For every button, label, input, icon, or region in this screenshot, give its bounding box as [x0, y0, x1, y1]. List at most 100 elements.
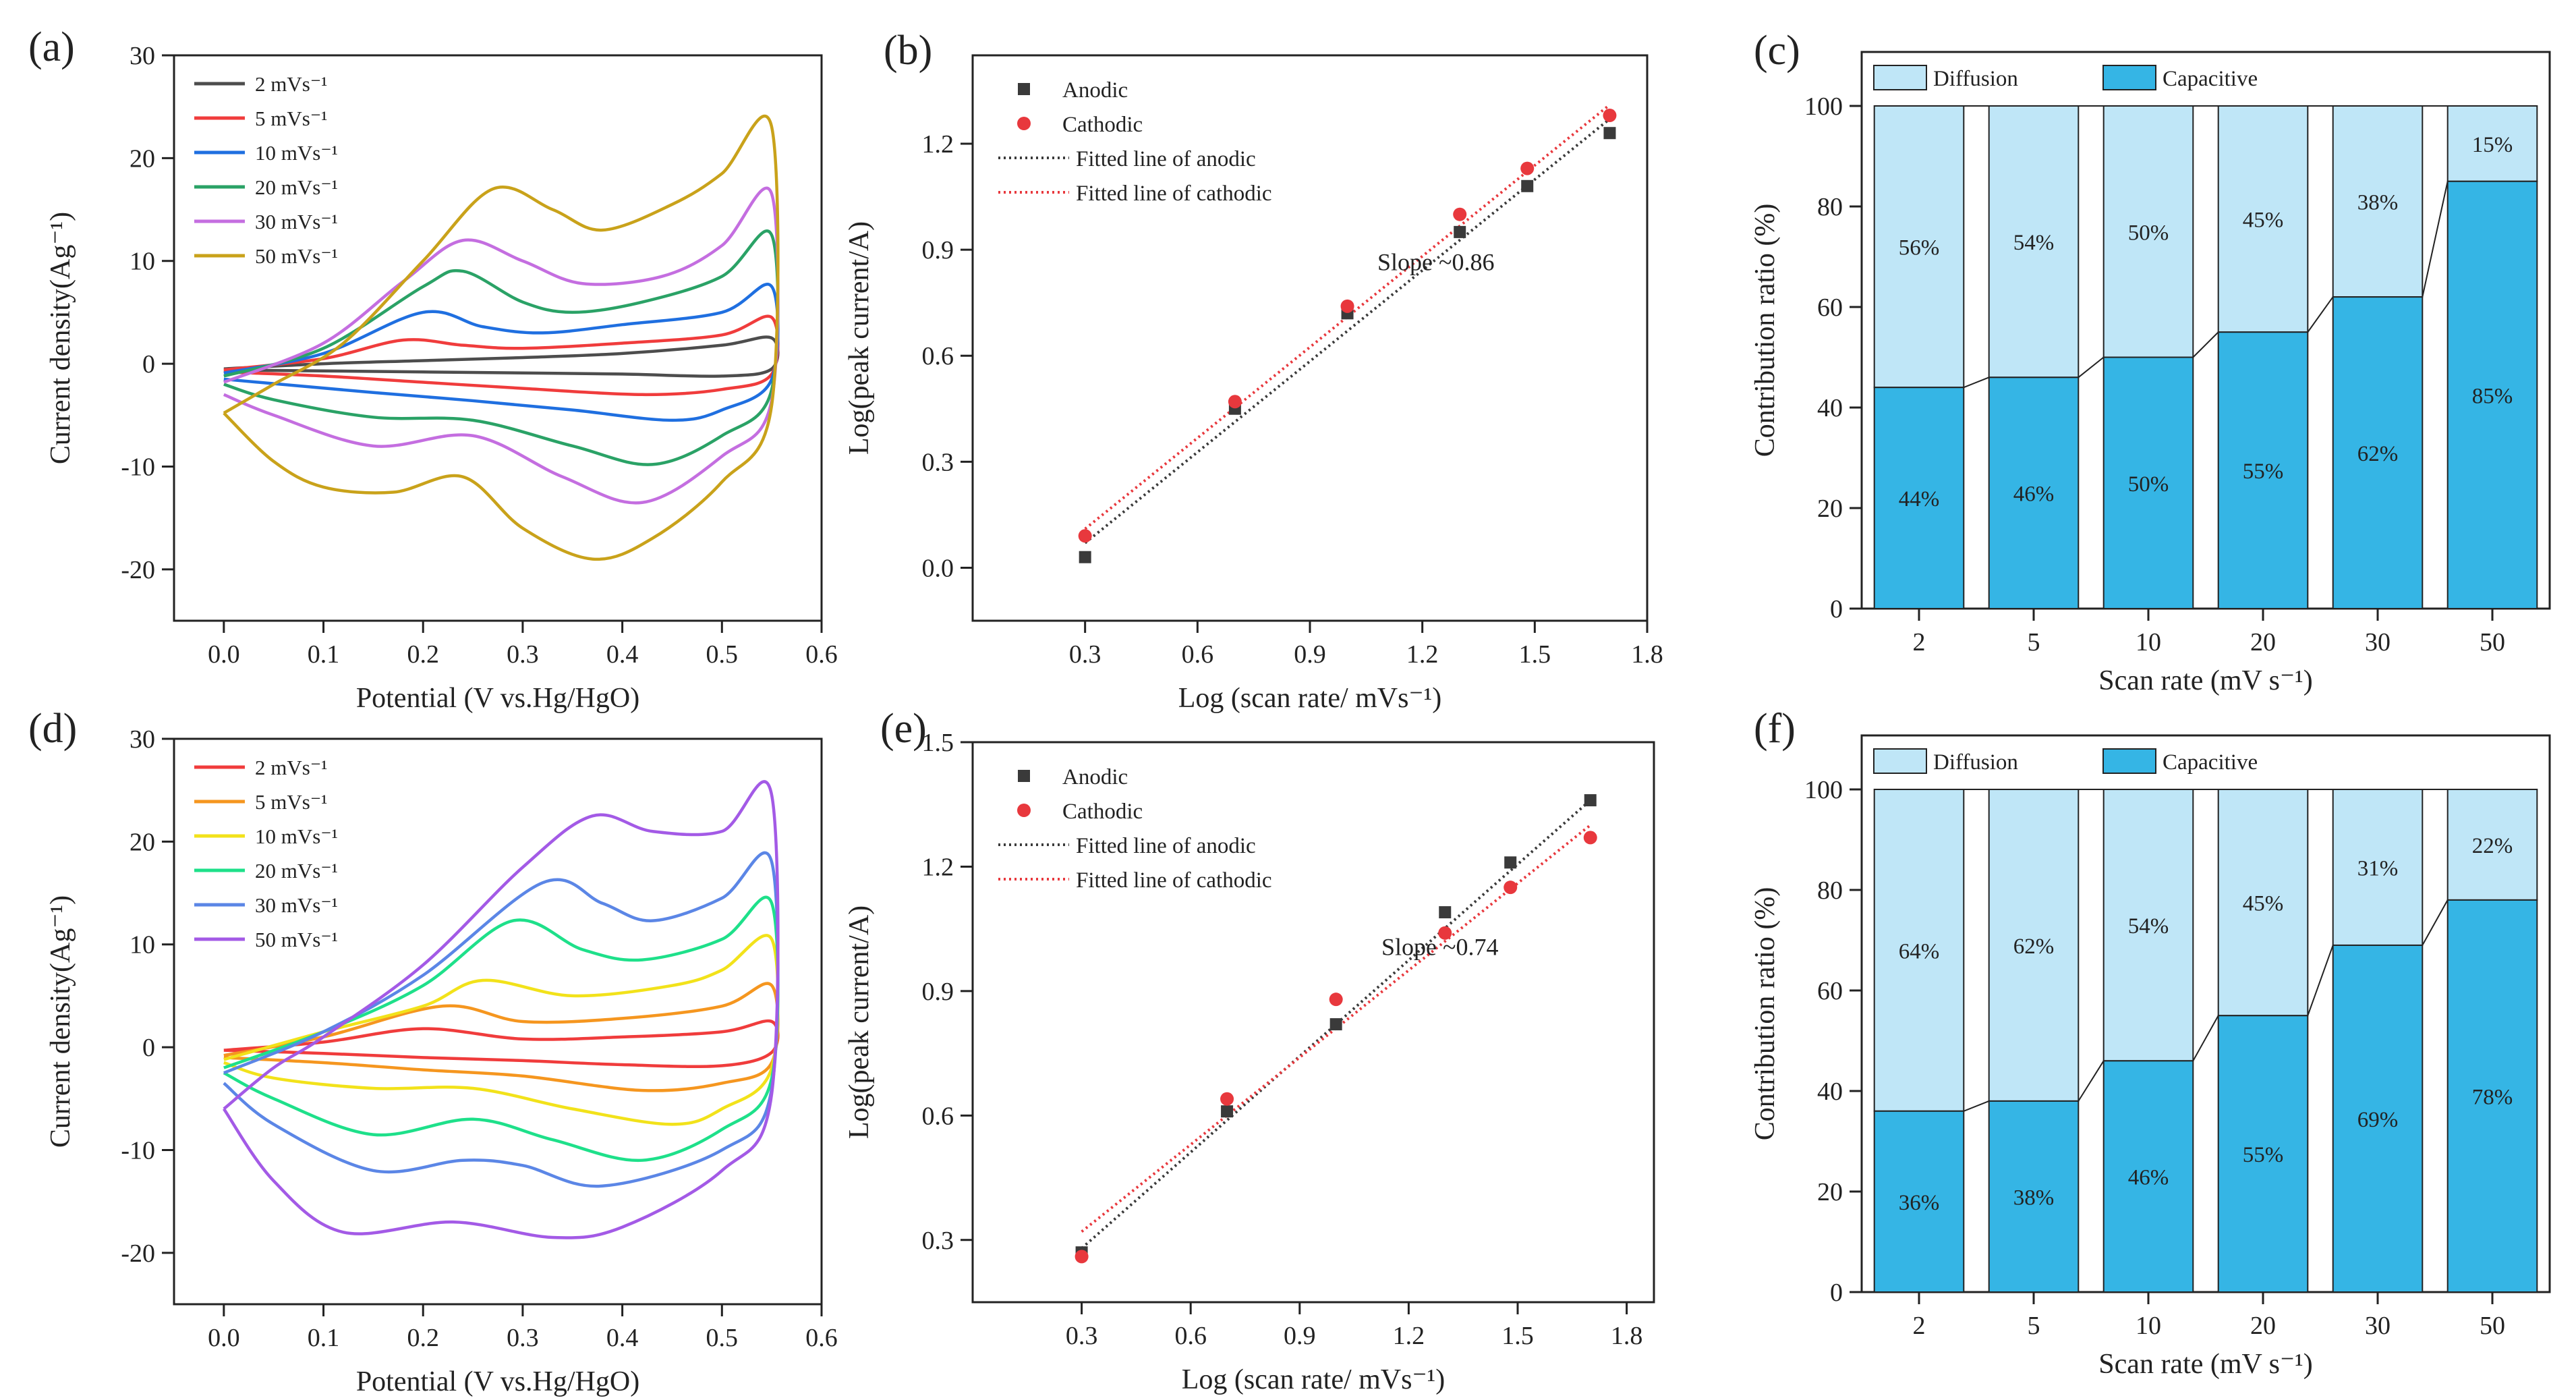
legend-swatch: [1017, 117, 1031, 130]
legend-swatch: [1873, 748, 1927, 774]
y-tick-label: 10: [130, 248, 155, 276]
legend-label: 20 mVs⁻¹: [255, 175, 338, 199]
diffusion-label: 54%: [2013, 231, 2055, 255]
x-tick-label: 10: [2136, 628, 2161, 656]
bar-connector: [1963, 376, 1990, 389]
legend-label: 10 mVs⁻¹: [255, 141, 338, 165]
legend-label: Capacitive: [2163, 750, 2258, 775]
legend-label: 5 mVs⁻¹: [255, 790, 327, 814]
panel-b: (b) 0.3 0.6 0.9 1.2 1.5 1.8 0.0 0.3 0.6 0.9 1.2 Log …: [844, 28, 1663, 714]
y-tick-label: 0.6: [922, 342, 954, 370]
y-axis-label: Current density(Ag⁻¹): [45, 212, 76, 464]
y-tick-label: 0: [142, 1034, 155, 1062]
legend-swatch: [1018, 770, 1030, 782]
capacitive-label: 44%: [1899, 487, 1940, 511]
legend-swatch: [2102, 748, 2156, 774]
panel-label: (a): [28, 24, 75, 70]
x-tick-label: 0.9: [1294, 640, 1326, 669]
bar-diffusion: [2102, 105, 2194, 358]
legend-label: Cathodic: [1062, 113, 1143, 137]
y-tick-label: 0.3: [922, 448, 954, 476]
legend-swatch: [1018, 83, 1030, 95]
x-tick-label: 20: [2250, 628, 2276, 656]
x-tick-label: 0.6: [805, 1324, 838, 1352]
x-tick-label: 2: [1913, 628, 1926, 656]
legend-label: Cathodic: [1062, 800, 1143, 824]
y-axis-label: Contribution ratio (%): [1750, 204, 1781, 457]
legend-label: Anodic: [1062, 78, 1128, 103]
y-tick-label: 10: [130, 931, 155, 959]
bar-connector: [2422, 181, 2449, 298]
legend-label: Fitted line of cathodic: [1076, 868, 1272, 893]
bar-capacitive: [1988, 376, 2080, 609]
legend-label: Fitted line of cathodic: [1076, 181, 1272, 206]
x-tick-label: 0.5: [706, 1324, 739, 1352]
y-tick-label: -20: [121, 1239, 155, 1268]
y-tick-label: 100: [1804, 776, 1843, 804]
cathodic-point: [1603, 109, 1617, 123]
diffusion-label: 45%: [2243, 892, 2284, 916]
y-tick-label: 1.5: [922, 729, 954, 757]
cathodic-point: [1228, 395, 1242, 409]
x-tick-label: 1.8: [1631, 640, 1663, 669]
y-tick-label: 0: [1830, 1279, 1843, 1307]
diffusion-label: 64%: [1899, 939, 1940, 963]
bar-capacitive: [1873, 1110, 1965, 1293]
y-tick-label: 40: [1817, 394, 1843, 422]
bar-capacitive: [1988, 1100, 2080, 1293]
x-tick-label: 5: [2028, 1312, 2040, 1340]
cathodic-point: [1329, 992, 1343, 1007]
x-tick-label: 0.4: [606, 640, 639, 669]
cathodic-point: [1340, 299, 1354, 313]
legend-swatch: [1017, 804, 1031, 817]
slope-annotation: Slope ~0.74: [1381, 933, 1498, 960]
legend-label: Fitted line of anodic: [1076, 834, 1256, 858]
x-tick-label: 2: [1913, 1312, 1926, 1340]
y-tick-label: 20: [1817, 495, 1843, 523]
panel-label: (d): [28, 706, 77, 752]
x-tick-label: 0.3: [507, 640, 539, 669]
y-tick-label: 60: [1817, 977, 1843, 1005]
panel-label: (f): [1754, 706, 1796, 752]
legend-label: Fitted line of anodic: [1076, 147, 1256, 171]
legend-label: 20 mVs⁻¹: [255, 859, 338, 883]
capacitive-label: 69%: [2357, 1108, 2399, 1132]
anodic-point: [1521, 179, 1534, 192]
anodic-point: [1079, 551, 1091, 563]
y-tick-label: 0.9: [922, 236, 954, 264]
bar-capacitive: [1873, 387, 1965, 609]
cathodic-point: [1520, 161, 1535, 175]
y-tick-label: 80: [1817, 193, 1843, 221]
cv-curve-3: [223, 934, 780, 1126]
y-tick-label: 30: [130, 42, 155, 70]
y-tick-label: 0.6: [922, 1102, 954, 1130]
bar-connector: [2307, 945, 2334, 1016]
x-tick-label: 1.2: [1406, 640, 1439, 669]
y-axis-label: Log(peak current/A): [844, 905, 875, 1139]
bar-connector: [1963, 1100, 1990, 1112]
y-tick-label: 0: [142, 350, 155, 379]
bar-diffusion: [2102, 789, 2194, 1062]
anodic-point: [1603, 127, 1616, 140]
x-tick-label: 0.6: [1174, 1322, 1207, 1350]
x-tick-label: 30: [2365, 628, 2391, 656]
cathodic-point: [1220, 1092, 1234, 1106]
legend-label: Capacitive: [2163, 67, 2258, 91]
x-tick-label: 0.9: [1284, 1322, 1316, 1350]
diffusion-label: 45%: [2243, 208, 2284, 233]
cathodic-point: [1453, 207, 1467, 221]
bar-diffusion: [1873, 105, 1965, 389]
bar-diffusion: [2217, 789, 2309, 1017]
bar-connector: [2192, 1015, 2219, 1061]
fit-line-cathodic: [1084, 103, 1611, 530]
bar-diffusion: [2332, 105, 2424, 298]
y-tick-label: 0.0: [922, 554, 954, 582]
anodic-point: [1329, 1018, 1342, 1031]
panel-d: (d) 0.0 0.1 0.2 0.3 0.4 0.5 0.6 -20 -10 0 10 20 30 Pot…: [28, 706, 838, 1397]
cathodic-point: [1583, 831, 1597, 845]
capacitive-label: 85%: [2472, 384, 2513, 408]
bar-capacitive: [2102, 356, 2194, 609]
bar-capacitive: [2217, 331, 2309, 609]
panel-c: (c) 0 20 40 60 80 100 56% 44% 2 54% 46% 5 50% 50% 10 45%…: [1750, 28, 2551, 696]
